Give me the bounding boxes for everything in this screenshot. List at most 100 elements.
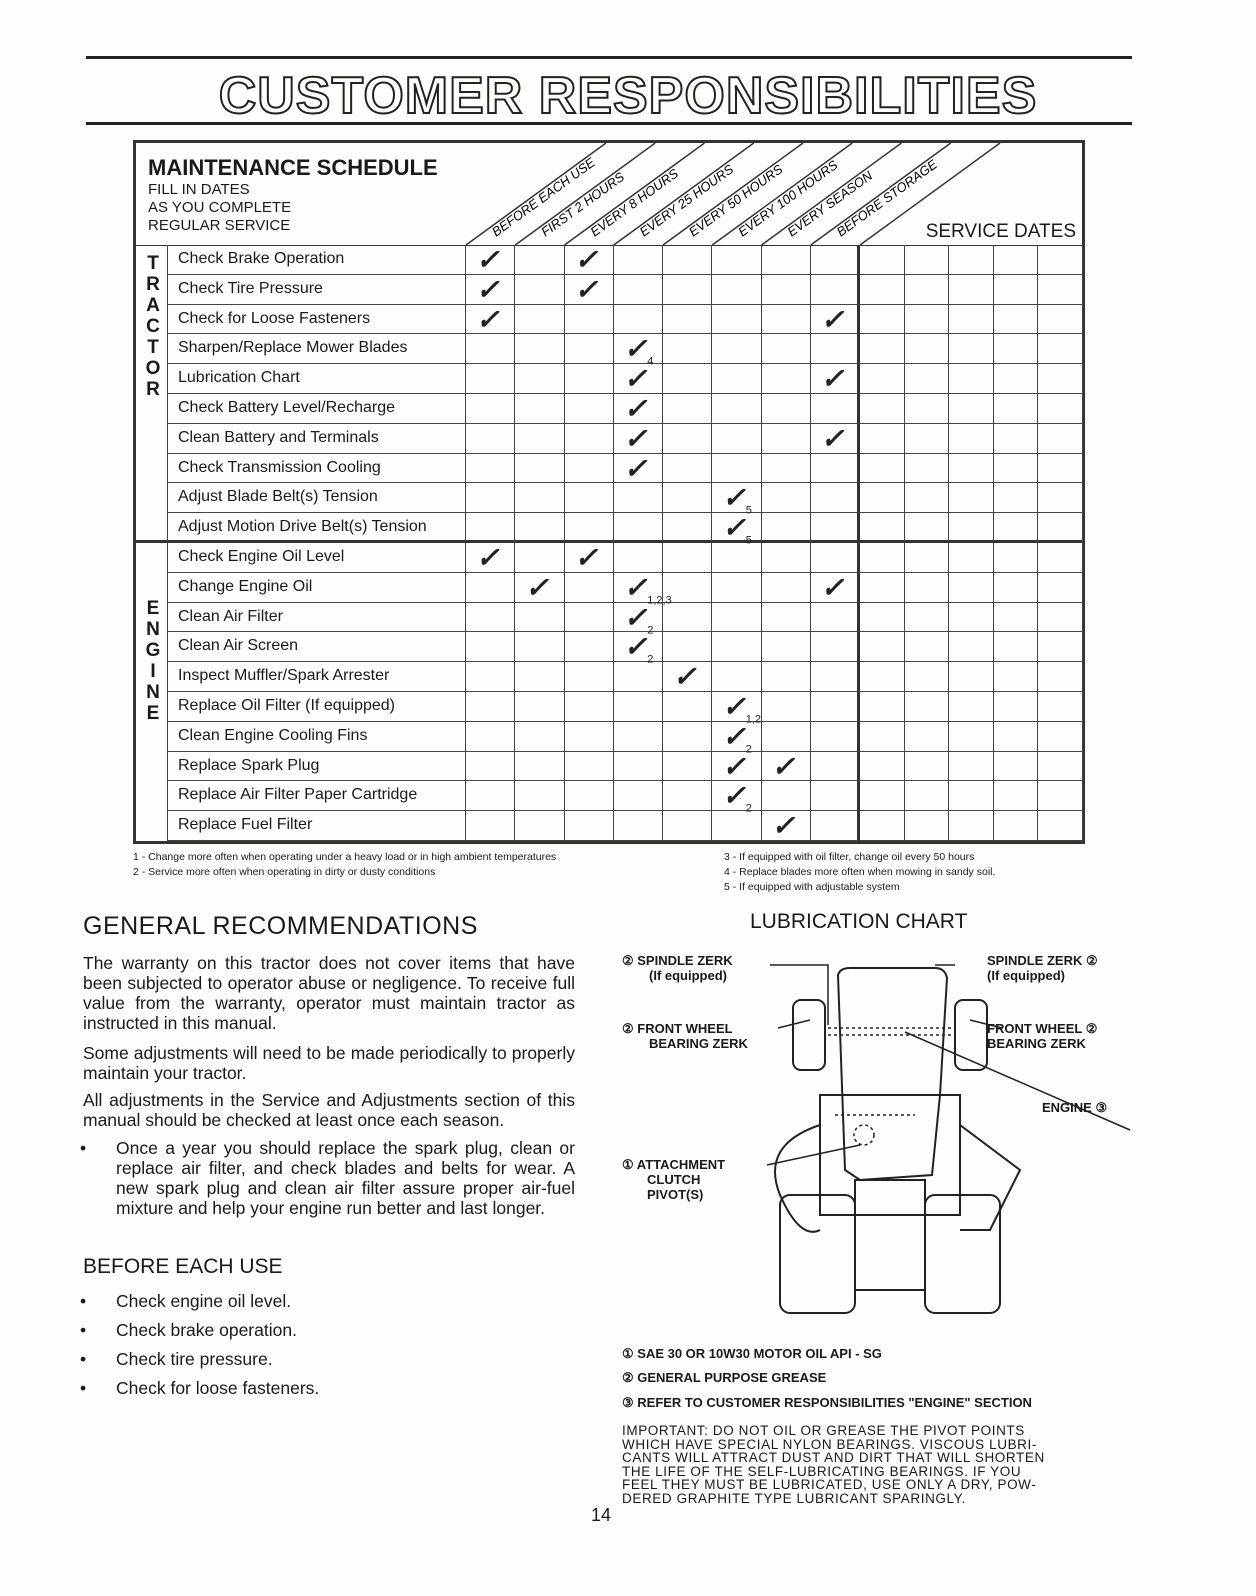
service-date-cell[interactable] bbox=[949, 364, 994, 394]
service-date-cell[interactable] bbox=[949, 245, 994, 275]
service-date-cell[interactable] bbox=[904, 692, 950, 722]
service-date-cell[interactable] bbox=[993, 483, 1039, 514]
service-date-cell[interactable] bbox=[860, 304, 905, 335]
service-date-cell[interactable] bbox=[993, 423, 1039, 454]
service-date-cell[interactable] bbox=[860, 513, 905, 543]
service-date-cell[interactable] bbox=[1038, 543, 1083, 573]
service-date-cell[interactable] bbox=[1038, 662, 1083, 692]
service-date-cell[interactable] bbox=[1038, 602, 1083, 633]
service-date-cell[interactable] bbox=[860, 692, 905, 722]
service-date-cell[interactable] bbox=[904, 483, 950, 514]
service-date-cell[interactable] bbox=[1038, 245, 1083, 275]
service-date-cell[interactable] bbox=[860, 602, 905, 633]
service-date-cell[interactable] bbox=[949, 304, 994, 335]
service-date-cell[interactable] bbox=[860, 394, 905, 424]
service-date-cell[interactable] bbox=[904, 394, 950, 424]
service-date-cell[interactable] bbox=[993, 751, 1039, 782]
service-date-cell[interactable] bbox=[904, 572, 950, 603]
service-date-cell[interactable] bbox=[1038, 632, 1083, 663]
service-date-cell[interactable] bbox=[993, 394, 1039, 424]
service-date-cell[interactable] bbox=[904, 513, 950, 543]
service-date-cell[interactable] bbox=[949, 692, 994, 722]
service-date-cell[interactable] bbox=[993, 513, 1039, 543]
service-date-cell[interactable] bbox=[949, 453, 994, 484]
service-date-cell[interactable] bbox=[1038, 274, 1083, 305]
service-date-cell[interactable] bbox=[904, 453, 950, 484]
service-date-cell[interactable] bbox=[949, 781, 994, 812]
service-date-cell[interactable] bbox=[904, 781, 950, 812]
service-date-cell[interactable] bbox=[949, 751, 994, 782]
service-date-cell[interactable] bbox=[904, 274, 950, 305]
service-date-cell[interactable] bbox=[904, 751, 950, 782]
service-date-cell[interactable] bbox=[1038, 572, 1083, 603]
service-date-cell[interactable] bbox=[860, 572, 905, 603]
service-date-cell[interactable] bbox=[993, 811, 1039, 841]
service-date-cell[interactable] bbox=[993, 781, 1039, 812]
service-date-cell[interactable] bbox=[949, 632, 994, 663]
service-date-cell[interactable] bbox=[993, 364, 1039, 394]
service-date-cell[interactable] bbox=[949, 423, 994, 454]
service-date-cell[interactable] bbox=[993, 662, 1039, 692]
service-date-cell[interactable] bbox=[860, 721, 905, 752]
service-date-cell[interactable] bbox=[993, 245, 1039, 275]
service-date-cell[interactable] bbox=[904, 364, 950, 394]
service-date-cell[interactable] bbox=[993, 632, 1039, 663]
service-date-cell[interactable] bbox=[904, 811, 950, 841]
service-date-cell[interactable] bbox=[860, 364, 905, 394]
service-date-cell[interactable] bbox=[904, 304, 950, 335]
service-date-cell[interactable] bbox=[1038, 334, 1083, 365]
service-date-cell[interactable] bbox=[949, 513, 994, 543]
service-date-cell[interactable] bbox=[949, 721, 994, 752]
service-date-cell[interactable] bbox=[1038, 721, 1083, 752]
service-date-cell[interactable] bbox=[949, 662, 994, 692]
service-date-cell[interactable] bbox=[949, 274, 994, 305]
service-date-cell[interactable] bbox=[904, 245, 950, 275]
service-date-cell[interactable] bbox=[860, 811, 905, 841]
service-date-cell[interactable] bbox=[904, 721, 950, 752]
service-date-cell[interactable] bbox=[860, 751, 905, 782]
service-date-cell[interactable] bbox=[1038, 781, 1083, 812]
service-date-cell[interactable] bbox=[949, 811, 994, 841]
service-date-cell[interactable] bbox=[1038, 811, 1083, 841]
service-date-cell[interactable] bbox=[1038, 304, 1083, 335]
service-date-cell[interactable] bbox=[860, 245, 905, 275]
service-date-cell[interactable] bbox=[949, 543, 994, 573]
service-date-cell[interactable] bbox=[1038, 483, 1083, 514]
service-date-cell[interactable] bbox=[993, 721, 1039, 752]
service-date-cell[interactable] bbox=[904, 632, 950, 663]
service-date-cell[interactable] bbox=[1038, 692, 1083, 722]
service-date-cell[interactable] bbox=[949, 394, 994, 424]
service-date-cell[interactable] bbox=[949, 572, 994, 603]
service-date-cell[interactable] bbox=[1038, 751, 1083, 782]
service-date-cell[interactable] bbox=[949, 483, 994, 514]
service-date-cell[interactable] bbox=[1038, 394, 1083, 424]
service-date-cell[interactable] bbox=[993, 572, 1039, 603]
service-date-cell[interactable] bbox=[860, 423, 905, 454]
service-date-cell[interactable] bbox=[993, 304, 1039, 335]
service-date-cell[interactable] bbox=[993, 602, 1039, 633]
service-date-cell[interactable] bbox=[993, 334, 1039, 365]
service-date-cell[interactable] bbox=[993, 543, 1039, 573]
service-date-cell[interactable] bbox=[860, 453, 905, 484]
service-date-cell[interactable] bbox=[1038, 513, 1083, 543]
service-date-cell[interactable] bbox=[949, 602, 994, 633]
service-date-cell[interactable] bbox=[1038, 423, 1083, 454]
service-date-cell[interactable] bbox=[904, 543, 950, 573]
service-date-cell[interactable] bbox=[860, 781, 905, 812]
service-date-cell[interactable] bbox=[1038, 364, 1083, 394]
service-date-cell[interactable] bbox=[1038, 453, 1083, 484]
service-date-cell[interactable] bbox=[904, 334, 950, 365]
service-date-cell[interactable] bbox=[860, 334, 905, 365]
service-date-cell[interactable] bbox=[993, 453, 1039, 484]
service-date-cell[interactable] bbox=[904, 602, 950, 633]
service-date-cell[interactable] bbox=[993, 692, 1039, 722]
service-date-cell[interactable] bbox=[993, 274, 1039, 305]
service-date-cell[interactable] bbox=[949, 334, 994, 365]
service-date-cell[interactable] bbox=[904, 662, 950, 692]
service-date-cell[interactable] bbox=[860, 483, 905, 514]
service-date-cell[interactable] bbox=[860, 543, 905, 573]
service-date-cell[interactable] bbox=[860, 662, 905, 692]
service-date-cell[interactable] bbox=[860, 274, 905, 305]
service-date-cell[interactable] bbox=[904, 423, 950, 454]
service-date-cell[interactable] bbox=[860, 632, 905, 663]
